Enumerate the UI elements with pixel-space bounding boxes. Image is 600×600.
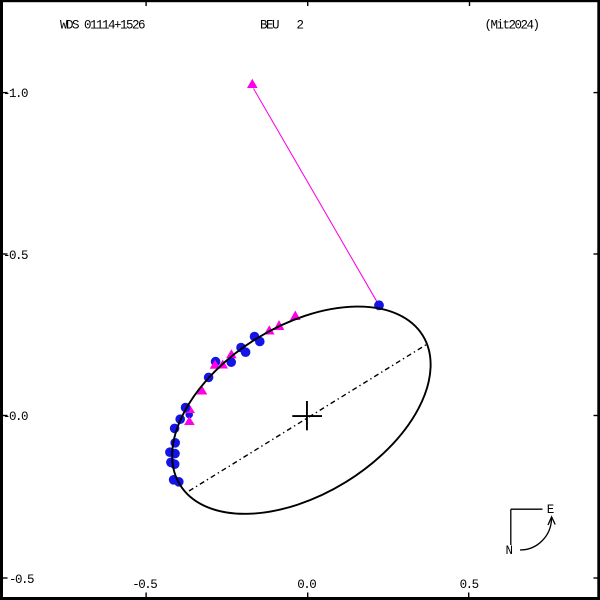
svg-text:BEU: BEU	[260, 19, 279, 33]
svg-text:-0.0: -0.0	[3, 410, 28, 424]
svg-text:2: 2	[297, 19, 304, 33]
svg-text:N: N	[506, 544, 513, 558]
svg-text:0.5: 0.5	[460, 578, 479, 592]
svg-text:E: E	[547, 503, 554, 517]
svg-text:(Mit2024): (Mit2024)	[485, 19, 539, 33]
svg-text:-0.5: -0.5	[3, 249, 28, 263]
svg-text:-1.0: -1.0	[3, 87, 28, 101]
svg-text:-0.5: -0.5	[132, 578, 157, 592]
svg-text:WDS 01114+1526: WDS 01114+1526	[60, 19, 145, 33]
svg-text:0.0: 0.0	[297, 578, 316, 592]
svg-text:-0.5: -0.5	[9, 573, 34, 587]
